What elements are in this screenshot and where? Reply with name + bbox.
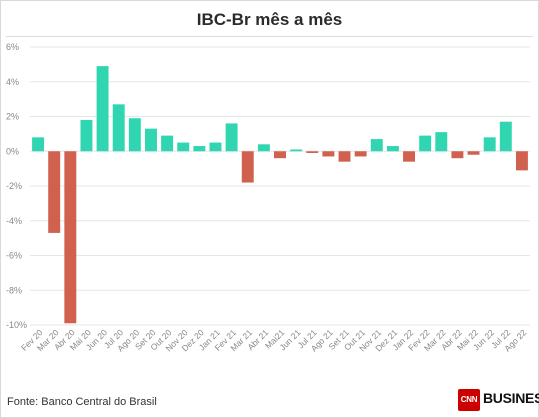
cnn-logo-mark: CNN (458, 389, 480, 411)
bar (386, 146, 399, 152)
bar (370, 139, 383, 152)
bar (435, 132, 448, 152)
business-word: BUSINESS (483, 390, 539, 406)
bar (483, 137, 496, 152)
bar (209, 142, 222, 152)
bar (193, 146, 206, 152)
y-tick-label: 2% (6, 112, 19, 122)
cnn-business-logo: CNN BUSINESS. (458, 389, 539, 411)
source-note: Fonte: Banco Central do Brasil (7, 396, 157, 408)
bar (48, 151, 61, 233)
bar (290, 149, 303, 152)
bar (64, 151, 77, 324)
bar (322, 151, 335, 157)
y-tick-label: 6% (6, 42, 19, 52)
y-tick-label: -2% (6, 181, 22, 191)
bar (80, 119, 93, 152)
bar (241, 151, 254, 183)
bar (161, 135, 174, 152)
chart-title: IBC-Br mês a mês (196, 10, 343, 29)
bar (32, 137, 45, 152)
bar (112, 104, 125, 152)
y-tick-label: -4% (6, 216, 22, 226)
y-tick-label: 4% (6, 77, 19, 87)
y-tick-label: 0% (6, 146, 19, 156)
y-tick-label: -10% (6, 320, 27, 330)
bar (225, 123, 238, 152)
y-axis-ticks: 6% 4% 2% 0% -2% -4% -6% -8% -10% (6, 42, 27, 330)
bar (451, 151, 464, 159)
bar (96, 66, 109, 152)
bar (515, 151, 528, 171)
bar (306, 151, 319, 153)
title-divider (6, 36, 533, 37)
business-wordmark: BUSINESS. (483, 390, 539, 406)
bar (419, 135, 432, 152)
bar (403, 151, 415, 162)
bar (338, 151, 351, 162)
y-tick-label: -8% (6, 285, 22, 295)
bar (274, 151, 286, 159)
bar (257, 144, 270, 152)
bar (145, 128, 157, 152)
bar (499, 121, 512, 152)
bars (32, 66, 528, 324)
bar (177, 142, 190, 152)
bar (467, 151, 480, 155)
bar (354, 151, 367, 157)
bar (128, 118, 141, 152)
y-tick-label: -6% (6, 251, 22, 261)
